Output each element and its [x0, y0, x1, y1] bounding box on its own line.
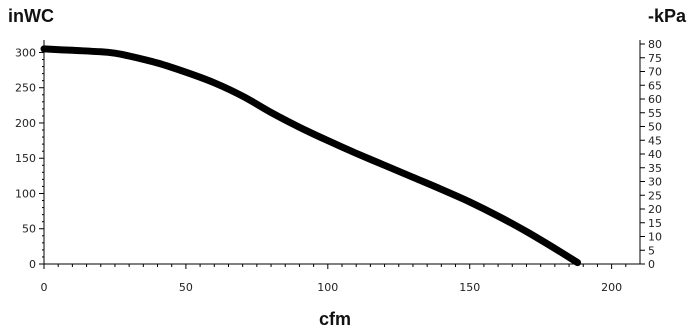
left-tick-label: 250	[15, 82, 36, 95]
plot-axes	[43, 40, 641, 265]
right-tick-label: 0	[648, 258, 655, 271]
right-tick-label: 60	[648, 93, 662, 106]
right-tick-label: 30	[648, 176, 662, 189]
right-tick-label: 55	[648, 107, 662, 120]
left-tick-label: 300	[15, 46, 36, 59]
right-tick-label: 80	[648, 38, 662, 51]
right-tick-label: 45	[648, 134, 662, 147]
right-tick-label: 15	[648, 217, 662, 230]
x-tick-label: 0	[41, 281, 48, 294]
x-tick-label: 100	[317, 281, 338, 294]
right-tick-label: 65	[648, 79, 662, 92]
right-tick-label: 40	[648, 148, 662, 161]
series-line	[40, 45, 582, 267]
left-tick-label: 150	[15, 152, 36, 165]
x-axis-ticks: 0 50 100 150 200	[41, 264, 627, 294]
left-axis-ticks: 0 50 100 150 200 250 300	[15, 46, 44, 271]
series-layer	[40, 45, 582, 267]
x-tick-label: 50	[179, 281, 193, 294]
right-tick-label: 50	[648, 121, 662, 134]
right-tick-label: 35	[648, 162, 662, 175]
left-tick-label: 200	[15, 117, 36, 130]
right-axis-unit-label: -kPa	[648, 6, 687, 26]
right-tick-label: 20	[648, 203, 662, 216]
x-tick-label: 200	[601, 281, 622, 294]
right-tick-label: 25	[648, 189, 662, 202]
right-tick-label: 70	[648, 66, 662, 79]
left-tick-label: 100	[15, 187, 36, 200]
right-tick-label: 5	[648, 244, 655, 257]
left-axis-unit-label: inWC	[8, 6, 54, 26]
right-tick-label: 10	[648, 231, 662, 244]
x-axis-label: cfm	[319, 309, 351, 329]
right-tick-label: 75	[648, 52, 662, 65]
x-tick-label: 150	[459, 281, 480, 294]
left-tick-label: 0	[29, 258, 36, 271]
left-tick-label: 50	[22, 223, 36, 236]
